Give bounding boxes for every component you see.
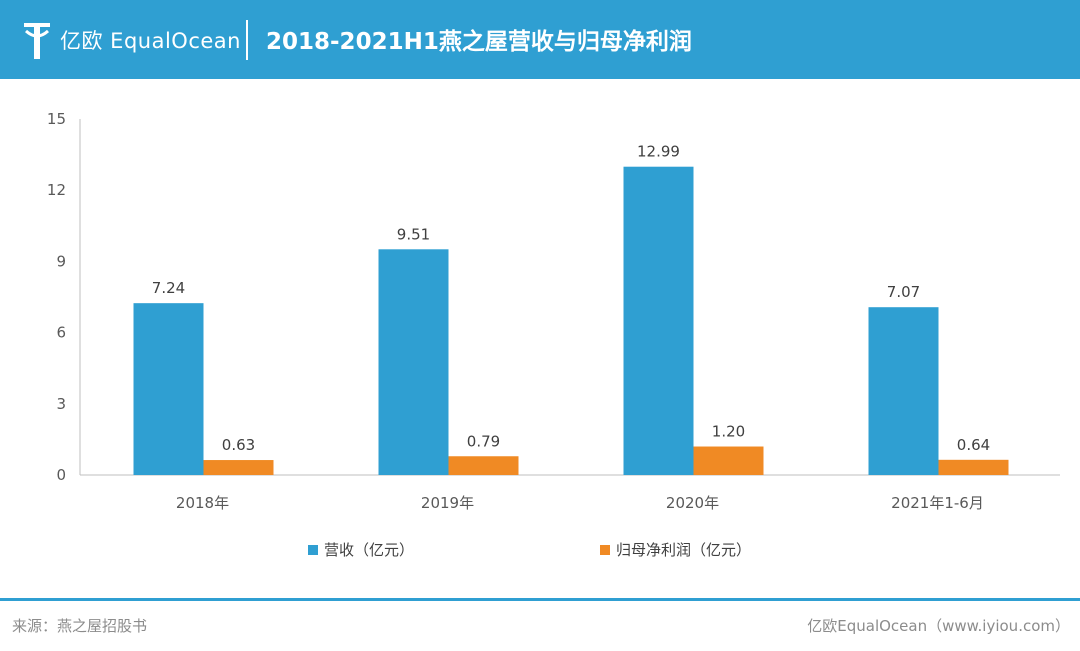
x-tick-label: 2019年 — [421, 494, 474, 512]
bar-revenue — [868, 307, 939, 475]
x-tick-label: 2020年 — [666, 494, 719, 512]
bar-revenue — [133, 303, 204, 475]
bar-net-profit — [693, 446, 764, 475]
x-tick-label: 2021年1-6月 — [891, 494, 984, 512]
data-label-net-profit: 0.64 — [957, 436, 990, 454]
logo-mark-icon — [24, 23, 50, 59]
bar-chart: 0 3 6 9 12 15 7.24 0.63 2018年 9.51 0.79 2019年 12.99 1… — [0, 79, 1080, 599]
data-label-net-profit: 0.63 — [222, 436, 255, 454]
header-bar: 亿欧 EqualOcean 2018-2021H1燕之屋营收与归母净利润 — [0, 0, 1080, 79]
legend-swatch-revenue — [308, 544, 318, 555]
brand-logo: 亿欧 EqualOcean — [22, 18, 241, 62]
data-label-revenue: 7.07 — [887, 283, 920, 301]
bar-net-profit — [448, 456, 519, 475]
legend-label-revenue: 营收（亿元） — [324, 541, 415, 559]
legend-swatch-net-profit — [600, 544, 610, 555]
legend-item-revenue: 营收（亿元） — [308, 539, 414, 560]
legend-item-net-profit: 归母净利润（亿元） — [600, 539, 751, 560]
bar-revenue — [378, 249, 449, 475]
y-tick-label: 12 — [47, 181, 66, 199]
data-label-net-profit: 1.20 — [712, 423, 745, 441]
bar-net-profit — [938, 459, 1009, 475]
data-label-net-profit: 0.79 — [467, 432, 500, 450]
legend-label-net-profit: 归母净利润（亿元） — [616, 541, 752, 559]
y-tick-label: 6 — [56, 324, 66, 342]
source-note: 来源：燕之屋招股书 — [12, 617, 148, 635]
page-title: 2018-2021H1燕之屋营收与归母净利润 — [266, 29, 692, 55]
bar-revenue — [623, 166, 694, 475]
y-tick-label: 0 — [56, 466, 66, 484]
y-tick-label: 3 — [56, 395, 66, 413]
data-label-revenue: 12.99 — [637, 143, 680, 161]
y-tick-label: 15 — [47, 110, 66, 128]
logo-text: 亿欧 EqualOcean — [60, 29, 241, 53]
chart-area: 0 3 6 9 12 15 7.24 0.63 2018年 9.51 0.79 2019年 12.99 1… — [0, 79, 1080, 599]
bar-net-profit — [203, 460, 274, 475]
chart-svg: 0 3 6 9 12 15 7.24 0.63 2018年 9.51 0.79 2019年 12.99 1… — [47, 110, 1060, 512]
y-tick-label: 9 — [56, 252, 66, 270]
footer-divider — [0, 598, 1080, 601]
data-label-revenue: 9.51 — [397, 225, 430, 243]
x-tick-label: 2018年 — [176, 494, 229, 512]
chart-legend: 营收（亿元） 归母净利润（亿元） — [0, 539, 1080, 563]
data-label-revenue: 7.24 — [152, 279, 185, 297]
header-divider — [246, 20, 248, 60]
footer-credit: 亿欧EqualOcean（www.iyiou.com） — [807, 617, 1070, 635]
